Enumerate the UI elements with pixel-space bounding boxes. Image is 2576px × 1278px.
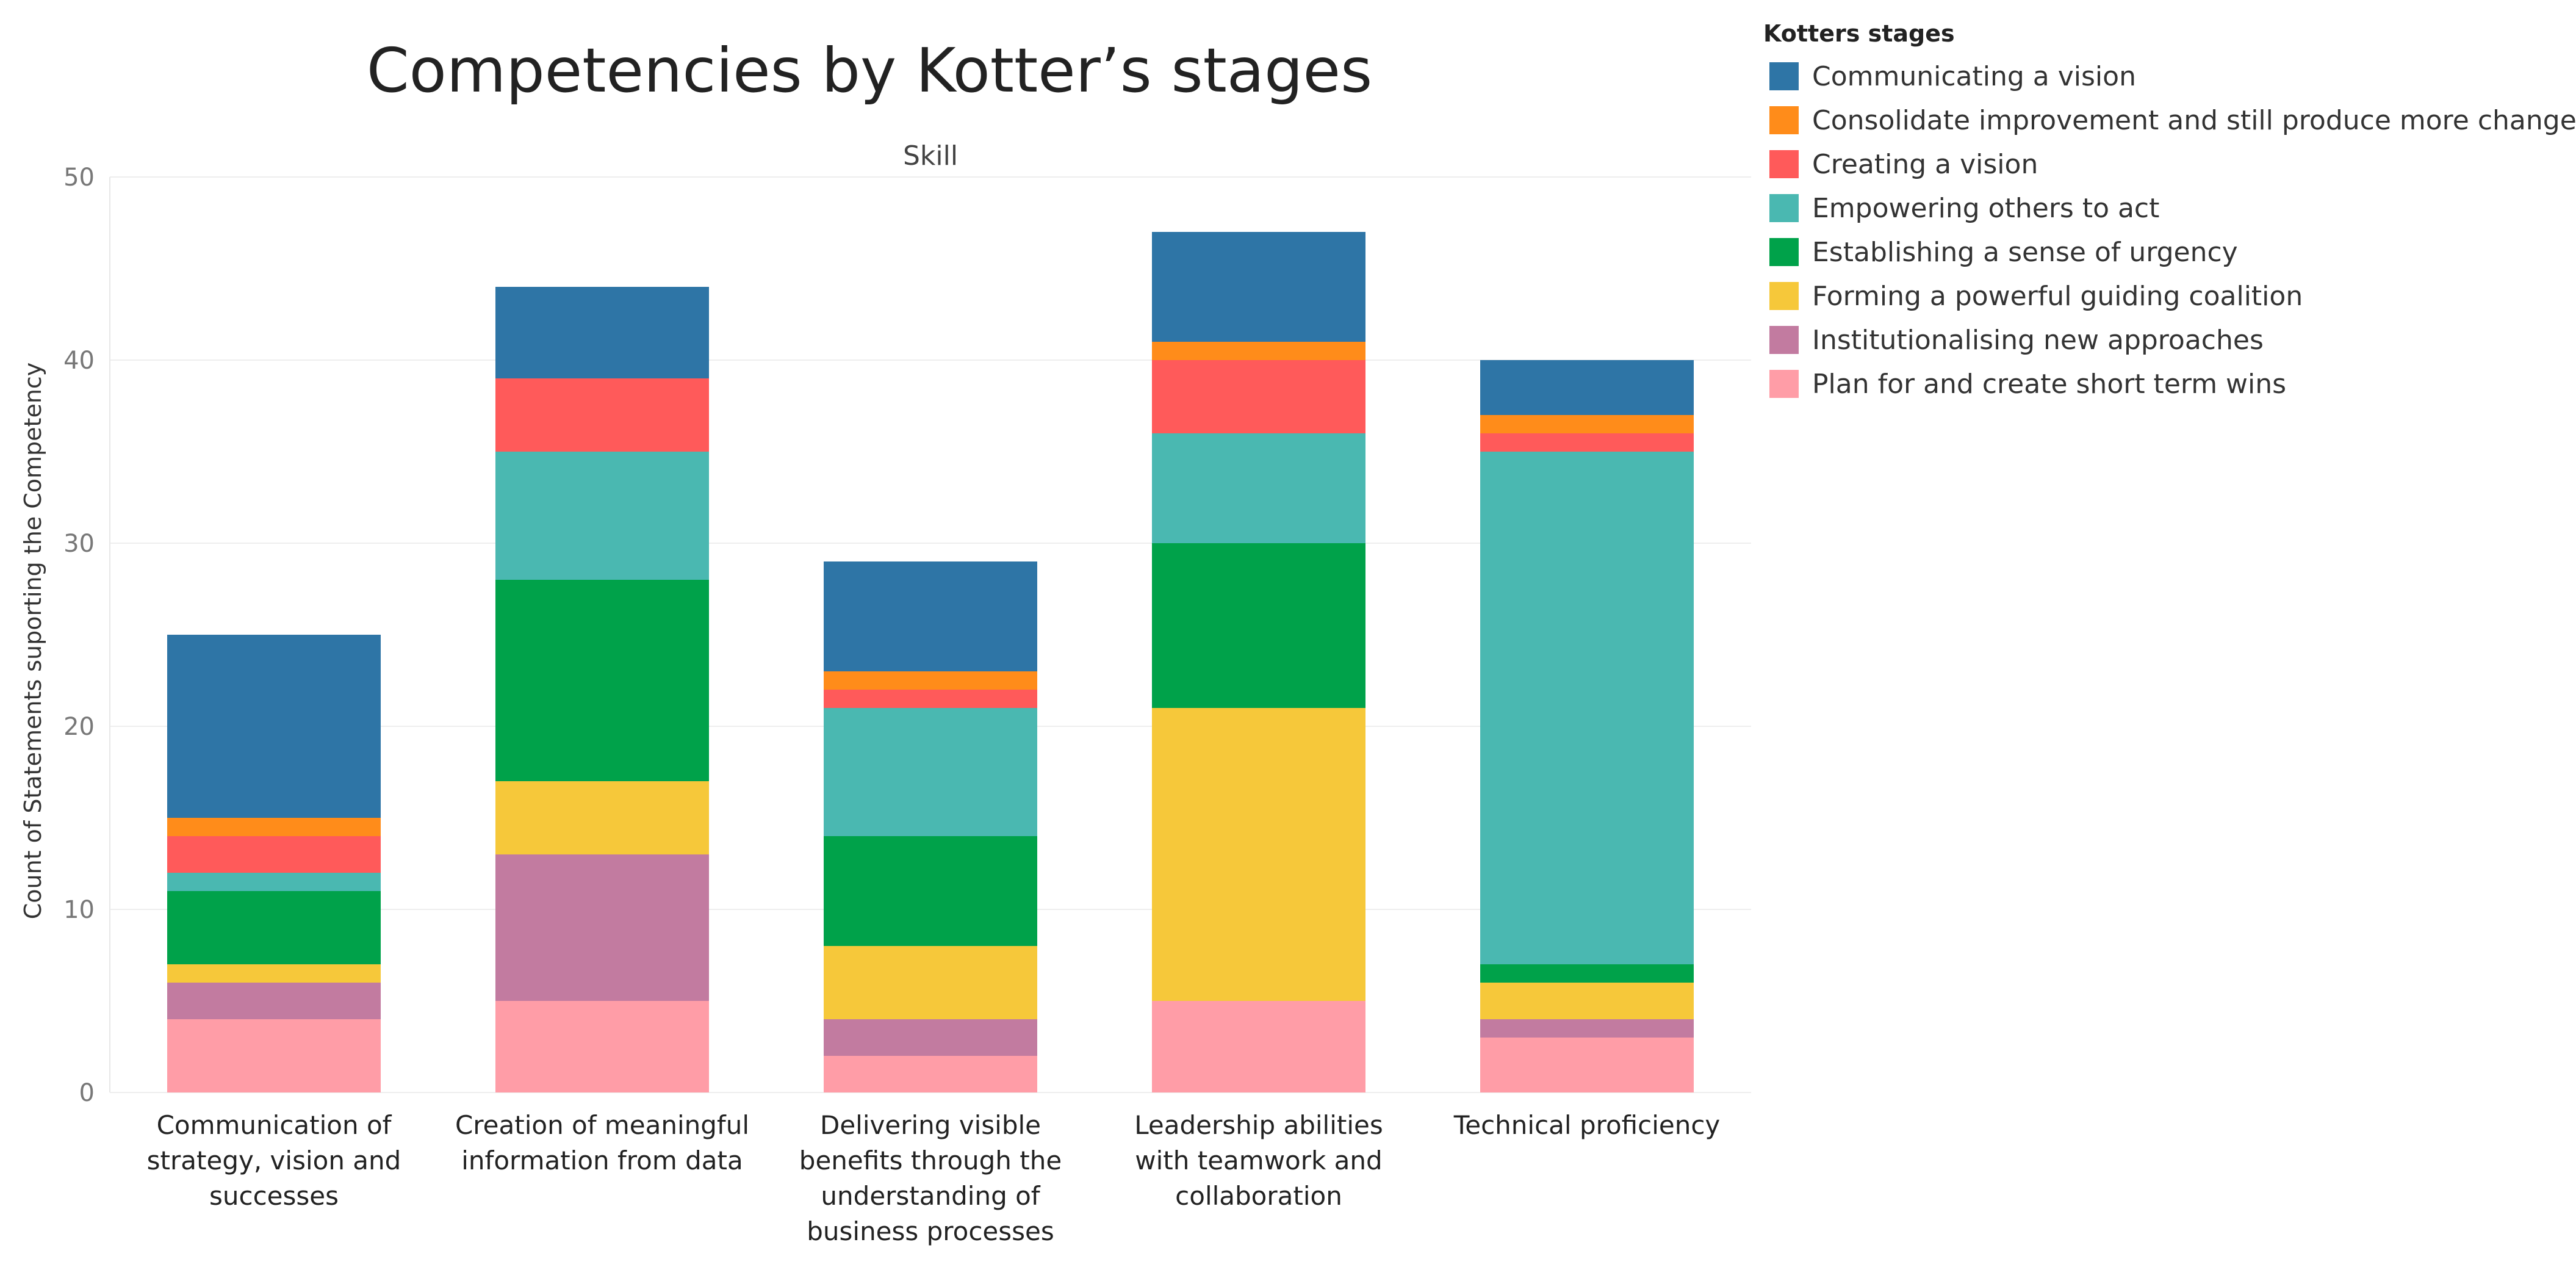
bar-stack: [824, 561, 1037, 1092]
bar-segment: [824, 708, 1037, 836]
legend-label: Establishing a sense of urgency: [1812, 237, 2238, 268]
legend-item: Creating a vision: [1769, 149, 2038, 180]
bar-segment: [1480, 964, 1694, 983]
y-tick-label: 40: [63, 347, 95, 375]
bar-segment: [1480, 433, 1694, 452]
legend-label: Plan for and create short term wins: [1812, 369, 2286, 400]
legend-swatch: [1769, 282, 1799, 310]
legend-item: Empowering others to act: [1769, 193, 2159, 224]
x-category-label: strategy, vision and: [147, 1146, 401, 1175]
legend: Communicating a vision Consolidate improv…: [1769, 61, 2576, 400]
bar-segment: [1152, 708, 1365, 1001]
bar-segment: [824, 1019, 1037, 1056]
bar-segment: [495, 287, 709, 378]
legend-label: Communicating a vision: [1812, 61, 2136, 92]
y-tick-label: 0: [79, 1079, 95, 1107]
legend-swatch: [1769, 370, 1799, 398]
bar-segment: [1152, 232, 1365, 342]
bar-stack: [495, 287, 709, 1092]
legend-label: Forming a powerful guiding coalition: [1812, 281, 2303, 312]
y-tick-label: 50: [63, 164, 95, 192]
x-category-label: Communication of: [157, 1110, 392, 1140]
bar-segment: [824, 836, 1037, 946]
bar-segment: [1152, 543, 1365, 708]
legend-label: Consolidate improvement and still produc…: [1812, 105, 2576, 136]
legend-label: Institutionalising new approaches: [1812, 325, 2264, 356]
bar-segment: [1480, 452, 1694, 964]
x-category-label: business processes: [807, 1216, 1054, 1246]
legend-item: Establishing a sense of urgency: [1769, 237, 2238, 268]
bar-segment: [824, 946, 1037, 1019]
bar-segment: [167, 873, 381, 891]
bars: [167, 232, 1694, 1092]
x-category-label: Technical proficiency: [1453, 1110, 1721, 1140]
bar-segment: [824, 1056, 1037, 1092]
legend-swatch: [1769, 106, 1799, 134]
bar-segment: [167, 964, 381, 983]
facet-label: Skill: [903, 140, 958, 171]
bar-stack: [1152, 232, 1365, 1092]
bar-segment: [167, 891, 381, 964]
legend-swatch: [1769, 62, 1799, 90]
x-category-label: successes: [209, 1181, 339, 1211]
x-category-label: understanding of: [821, 1181, 1040, 1211]
chart-title: Competencies by Kotter’s stages: [367, 35, 1372, 106]
bar-segment: [495, 1001, 709, 1092]
bar-stack: [167, 635, 381, 1092]
legend-item: Communicating a vision: [1769, 61, 2136, 92]
y-axis-title: Count of Statements suporting the Compet…: [20, 363, 46, 920]
bar-segment: [1480, 1038, 1694, 1092]
bar-stack: [1480, 360, 1694, 1092]
legend-swatch: [1769, 194, 1799, 222]
legend-swatch: [1769, 238, 1799, 266]
x-category-label: Delivering visible: [820, 1110, 1041, 1140]
legend-item: Institutionalising new approaches: [1769, 325, 2264, 356]
bar-segment: [495, 580, 709, 781]
bar-segment: [167, 818, 381, 836]
bar-segment: [167, 635, 381, 818]
bar-segment: [824, 690, 1037, 708]
bar-segment: [824, 671, 1037, 690]
bar-segment: [495, 854, 709, 1001]
legend-swatch: [1769, 150, 1799, 178]
bar-segment: [495, 452, 709, 580]
x-category-label: with teamwork and: [1135, 1146, 1382, 1175]
bar-segment: [1480, 1019, 1694, 1038]
bar-segment: [1152, 1001, 1365, 1092]
y-tick-label: 20: [63, 713, 95, 741]
bar-segment: [167, 836, 381, 873]
bar-segment: [1480, 983, 1694, 1019]
x-category-label: Creation of meaningful: [455, 1110, 749, 1140]
x-axis-labels: Communication of strategy, vision and succ…: [147, 1110, 1721, 1246]
legend-item: Forming a powerful guiding coalition: [1769, 281, 2303, 312]
legend-item: Plan for and create short term wins: [1769, 369, 2286, 400]
bar-segment: [1480, 415, 1694, 433]
bar-segment: [167, 983, 381, 1019]
x-category-label: Leadership abilities: [1134, 1110, 1383, 1140]
legend-swatch: [1769, 326, 1799, 354]
x-category-label: information from data: [461, 1146, 743, 1175]
bar-segment: [495, 378, 709, 452]
bar-segment: [824, 561, 1037, 671]
bar-segment: [167, 1019, 381, 1092]
bar-segment: [1152, 360, 1365, 433]
legend-title: Kotters stages: [1763, 20, 1955, 47]
legend-label: Empowering others to act: [1812, 193, 2159, 224]
bar-segment: [1152, 433, 1365, 543]
y-tick-label: 10: [63, 896, 95, 924]
bar-segment: [1480, 360, 1694, 415]
bar-segment: [495, 781, 709, 854]
x-category-label: collaboration: [1175, 1181, 1342, 1211]
legend-label: Creating a vision: [1812, 149, 2038, 180]
y-axis-ticks: 0 10 20 30 40 50: [63, 164, 95, 1107]
x-category-label: benefits through the: [799, 1146, 1062, 1175]
y-tick-label: 30: [63, 530, 95, 558]
bar-segment: [1152, 342, 1365, 360]
legend-item: Consolidate improvement and still produc…: [1769, 105, 2576, 136]
